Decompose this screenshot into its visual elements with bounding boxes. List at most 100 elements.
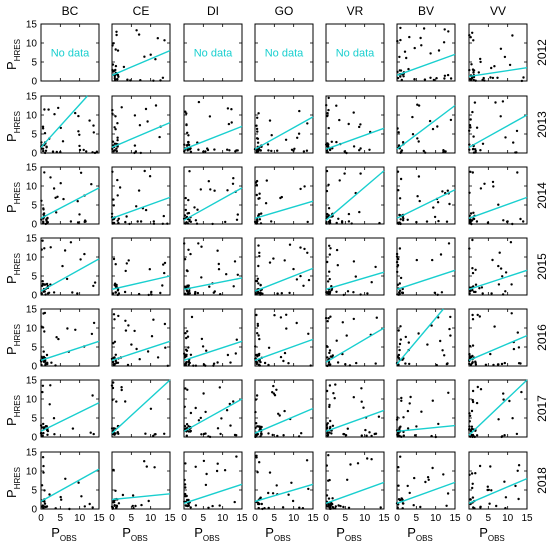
data-point	[471, 110, 474, 114]
data-point	[114, 68, 117, 72]
x-axis-label: POBS	[122, 525, 148, 543]
data-point	[255, 221, 258, 224]
data-point	[213, 189, 216, 192]
data-point	[395, 252, 399, 256]
data-point	[135, 205, 138, 208]
data-point	[186, 148, 189, 151]
data-point	[522, 220, 525, 223]
row-year-label-2014: 2014	[535, 182, 549, 209]
no-data-label: No data	[194, 48, 233, 60]
data-point	[352, 260, 356, 263]
data-point	[347, 506, 351, 509]
data-point	[474, 148, 477, 151]
data-point	[498, 251, 501, 254]
data-point	[114, 48, 117, 51]
data-point	[111, 63, 115, 66]
data-point	[472, 217, 476, 221]
data-point	[49, 384, 52, 387]
data-point	[502, 398, 505, 401]
data-point	[445, 504, 448, 507]
data-point	[228, 149, 231, 152]
data-point	[441, 190, 444, 193]
data-point	[189, 150, 193, 153]
data-point	[92, 321, 96, 325]
data-point	[64, 477, 67, 480]
data-point	[447, 242, 451, 245]
data-point	[255, 313, 258, 317]
data-point	[116, 122, 119, 125]
data-point	[136, 220, 139, 223]
data-point	[439, 253, 443, 256]
data-point	[374, 362, 377, 365]
data-point	[146, 120, 149, 123]
data-point	[216, 249, 219, 252]
data-point	[335, 290, 338, 293]
data-point	[342, 293, 345, 297]
data-point	[277, 412, 280, 415]
data-point	[229, 361, 232, 364]
data-point	[55, 150, 58, 154]
x-tick-label: 0	[109, 513, 115, 524]
data-point	[189, 411, 193, 415]
panel-vr-2017	[325, 379, 385, 438]
data-point	[398, 69, 401, 72]
data-point	[301, 507, 305, 510]
data-point	[424, 480, 427, 484]
data-point	[121, 493, 125, 497]
column-title-bc: BC	[62, 4, 79, 18]
data-point	[199, 188, 202, 191]
data-point	[468, 124, 472, 127]
data-point	[443, 354, 446, 357]
data-point	[471, 271, 475, 275]
data-point	[131, 494, 135, 497]
data-point	[112, 427, 116, 430]
data-point	[111, 70, 115, 73]
data-point	[111, 292, 115, 295]
data-point	[41, 456, 45, 459]
data-point	[473, 101, 477, 104]
data-point	[185, 498, 189, 502]
data-point	[329, 419, 332, 423]
column-title-bv: BV	[418, 4, 434, 18]
data-point	[400, 399, 403, 402]
data-point	[403, 50, 407, 53]
data-point	[83, 252, 86, 256]
data-point	[471, 289, 474, 292]
data-point	[110, 427, 114, 430]
data-point	[43, 360, 47, 363]
fit-line	[254, 116, 314, 150]
data-point	[344, 434, 348, 437]
data-point	[297, 435, 301, 438]
data-point	[400, 396, 403, 400]
data-point	[446, 189, 449, 192]
data-point	[282, 359, 285, 363]
data-point	[40, 363, 43, 367]
data-point	[44, 149, 48, 152]
data-point	[493, 325, 496, 328]
data-point	[233, 500, 236, 504]
data-point	[443, 28, 446, 31]
panel-ce-2013	[111, 95, 171, 155]
data-point	[471, 68, 475, 71]
data-point	[352, 317, 355, 321]
data-point	[111, 112, 114, 116]
data-point	[468, 352, 471, 356]
y-tick-label: 10	[26, 467, 38, 478]
data-point	[298, 506, 301, 509]
data-point	[59, 126, 62, 130]
panel-frame	[254, 451, 314, 510]
data-point	[283, 409, 286, 413]
data-point	[229, 424, 232, 427]
data-point	[54, 364, 57, 367]
data-point	[295, 321, 298, 325]
data-point	[399, 325, 402, 328]
data-point	[41, 280, 44, 283]
data-point	[78, 133, 81, 136]
x-tick-label: 15	[521, 513, 533, 524]
data-point	[305, 459, 309, 462]
row-year-label-2012: 2012	[535, 39, 549, 66]
data-point	[479, 506, 482, 509]
data-point	[183, 258, 187, 261]
data-point	[326, 112, 329, 115]
data-point	[278, 414, 281, 417]
